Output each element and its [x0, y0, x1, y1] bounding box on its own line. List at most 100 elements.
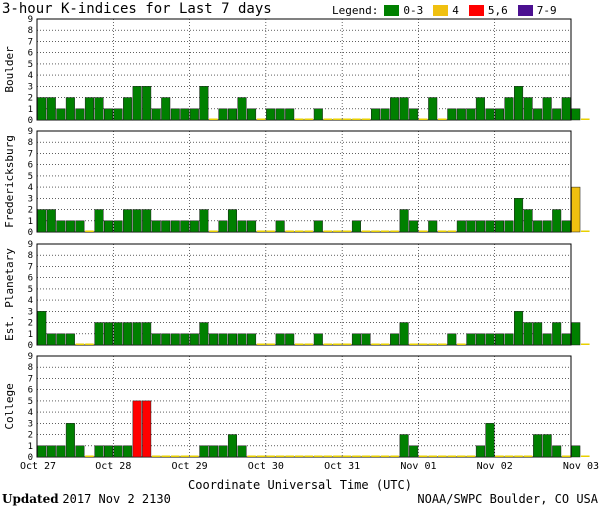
legend-item-label: 4	[452, 3, 459, 17]
k-index-bar	[237, 97, 247, 121]
k-index-bar	[581, 230, 590, 232]
k-index-bar	[552, 108, 562, 121]
k-index-bar	[523, 322, 533, 346]
k-index-bar	[227, 434, 237, 458]
k-index-bar	[571, 186, 581, 233]
k-index-bar	[514, 311, 524, 346]
x-axis-title: Coordinate Universal Time (UTC)	[188, 478, 412, 492]
k-index-bar	[294, 455, 304, 457]
k-index-bar	[352, 455, 361, 457]
k-index-bar	[409, 108, 419, 121]
k-index-bar	[218, 333, 228, 346]
k-index-bar	[485, 108, 495, 121]
k-index-chart: 0123456789Boulder0123456789Fredericksbur…	[3, 15, 599, 472]
k-index-bar	[371, 343, 380, 345]
k-index-bar	[390, 97, 400, 121]
k-index-bar	[456, 108, 466, 121]
k-index-bar	[199, 86, 209, 121]
k-index-bar	[84, 97, 94, 121]
k-index-bar	[533, 220, 543, 233]
k-index-bar	[123, 209, 133, 233]
y-tick-label: 2	[28, 319, 33, 329]
k-index-bar	[351, 333, 361, 346]
chart-title: 3-hour K-indices for Last 7 days	[2, 1, 272, 17]
x-tick-label: Oct 31	[324, 461, 360, 472]
x-tick-label: Nov 02	[477, 461, 513, 472]
k-index-bar	[94, 97, 104, 121]
legend-item-label: 0-3	[403, 3, 424, 17]
k-index-bar	[275, 333, 285, 346]
k-index-bar	[113, 220, 123, 233]
k-index-bar	[171, 455, 180, 457]
k-index-bar	[342, 230, 352, 232]
k-index-bar	[227, 108, 237, 121]
k-index-bar	[170, 108, 180, 121]
k-index-bar	[304, 230, 314, 232]
k-index-bar	[142, 400, 152, 458]
y-tick-label: 5	[28, 60, 33, 70]
k-index-bar	[361, 333, 371, 346]
k-index-bar	[447, 108, 457, 121]
panel-frame	[36, 18, 572, 121]
k-index-bar	[123, 322, 133, 346]
k-index-bar	[151, 455, 161, 457]
k-index-bar	[466, 108, 476, 121]
k-index-bar	[132, 400, 142, 458]
k-index-bar	[104, 220, 114, 233]
legend-item-label: 7-9	[536, 3, 557, 17]
k-index-bar	[380, 343, 390, 345]
k-index-bar	[304, 455, 314, 457]
k-index-bar	[561, 220, 571, 233]
k-index-bar	[361, 455, 371, 457]
k-index-bar	[399, 97, 409, 121]
k-index-bar	[180, 220, 190, 233]
legend-swatch	[433, 4, 449, 16]
k-index-bar	[247, 333, 257, 346]
k-index-bar	[418, 455, 428, 457]
panel-frame	[36, 130, 572, 233]
k-index-bar	[123, 445, 133, 458]
k-index-bar	[199, 445, 209, 458]
k-index-bar	[390, 333, 400, 346]
y-tick-label: 5	[28, 172, 33, 182]
k-index-bar	[46, 209, 56, 233]
k-index-bar	[504, 333, 514, 346]
k-index-bar	[256, 230, 266, 232]
k-index-bar	[208, 445, 218, 458]
k-index-bar	[123, 97, 133, 121]
k-index-bar	[227, 209, 237, 233]
legend-item-4: 4	[433, 4, 459, 17]
k-index-bar	[485, 423, 495, 458]
k-index-bar	[227, 333, 237, 346]
k-index-bar	[304, 118, 314, 120]
k-index-bar	[485, 333, 495, 346]
k-index-bar	[371, 230, 380, 232]
x-tick-label: Nov 01	[400, 461, 436, 472]
y-tick-label: 3	[28, 194, 33, 204]
k-index-bar	[237, 445, 247, 458]
k-index-bar	[514, 198, 524, 233]
y-tick-label: 2	[28, 431, 33, 441]
k-index-bar	[256, 343, 266, 345]
k-index-bar	[361, 118, 371, 120]
k-index-bar	[256, 455, 266, 457]
y-tick-label: 1	[28, 330, 33, 340]
k-index-bar	[504, 220, 514, 233]
k-index-bar	[466, 333, 476, 346]
k-index-bar	[409, 445, 419, 458]
y-tick-label: 6	[28, 49, 33, 59]
k-index-bar	[199, 209, 209, 233]
k-index-bar	[266, 230, 275, 232]
k-index-bar	[218, 220, 228, 233]
x-tick-label: Oct 29	[172, 461, 208, 472]
k-index-bar	[494, 108, 505, 121]
k-index-bar	[561, 333, 571, 346]
k-index-bar	[542, 220, 552, 233]
k-index-bar	[294, 230, 304, 232]
k-index-bar	[428, 97, 438, 121]
k-index-bar	[285, 108, 295, 121]
k-index-bar	[533, 322, 543, 346]
k-index-bar	[75, 108, 85, 121]
k-index-bar	[323, 455, 333, 457]
k-index-bar	[428, 220, 438, 233]
